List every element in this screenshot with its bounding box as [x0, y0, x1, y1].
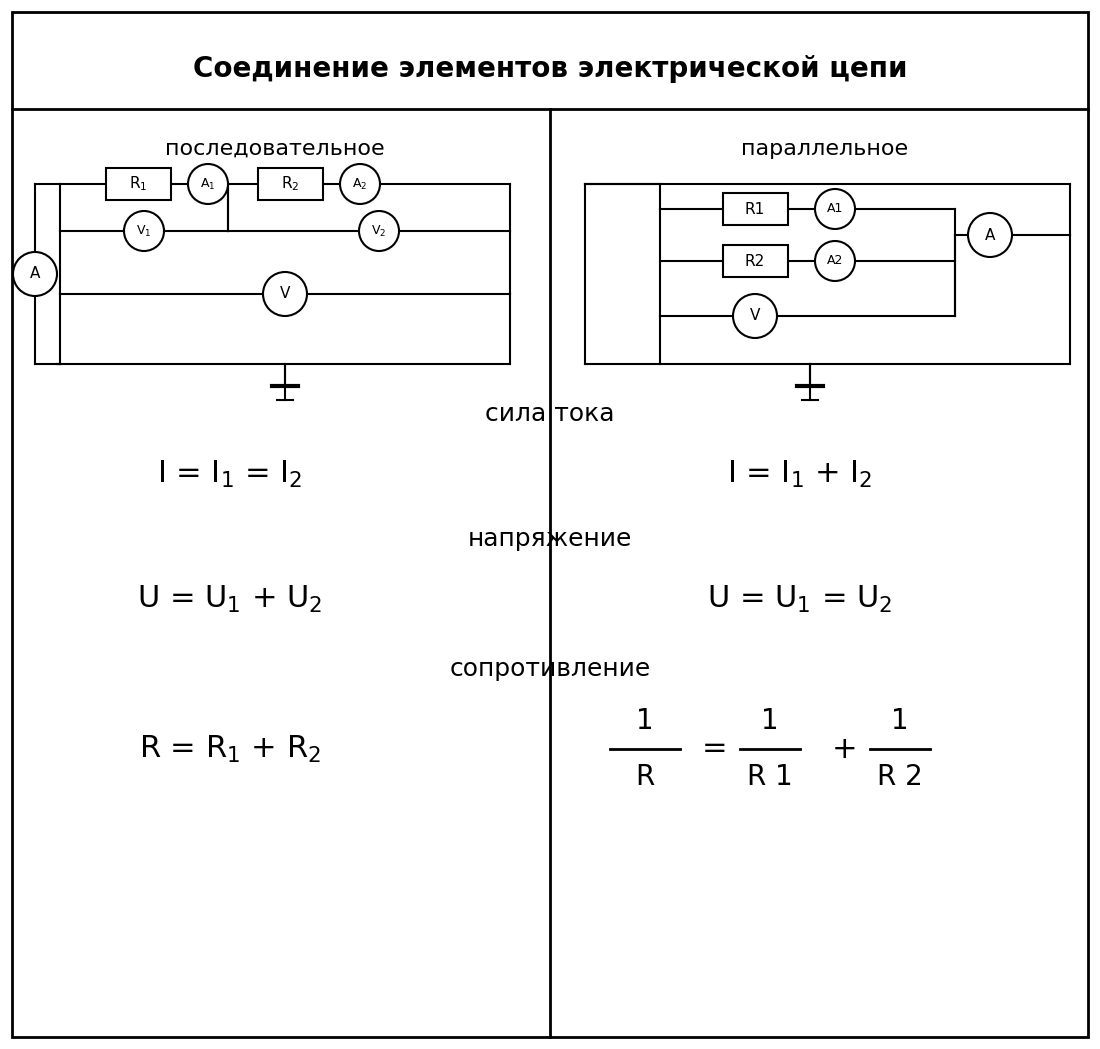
Text: V: V: [279, 286, 290, 301]
Bar: [257, 168, 322, 200]
Text: V$_2$: V$_2$: [372, 223, 386, 238]
Text: A2: A2: [827, 255, 844, 267]
Circle shape: [815, 189, 855, 229]
Text: сопротивление: сопротивление: [450, 657, 650, 681]
Bar: [723, 245, 788, 277]
Text: R 1: R 1: [747, 763, 793, 791]
Bar: [723, 193, 788, 224]
Text: A$_1$: A$_1$: [200, 176, 216, 192]
Text: R2: R2: [745, 254, 766, 269]
Bar: [106, 168, 170, 200]
Circle shape: [815, 241, 855, 281]
Text: R = R$_1$ + R$_2$: R = R$_1$ + R$_2$: [139, 733, 321, 765]
Text: U = U$_1$ + U$_2$: U = U$_1$ + U$_2$: [138, 583, 322, 615]
Text: R 2: R 2: [877, 763, 923, 791]
Circle shape: [13, 252, 57, 296]
Circle shape: [340, 164, 379, 204]
Text: A: A: [984, 228, 996, 242]
Text: A$_2$: A$_2$: [352, 176, 367, 192]
Text: A: A: [30, 266, 41, 281]
Text: R1: R1: [745, 201, 766, 216]
Text: +: +: [833, 734, 858, 764]
Text: R: R: [636, 763, 654, 791]
Text: U = U$_1$ = U$_2$: U = U$_1$ = U$_2$: [707, 583, 893, 615]
Circle shape: [124, 211, 164, 251]
Text: параллельное: параллельное: [741, 140, 909, 159]
Circle shape: [733, 294, 777, 338]
Text: напряжение: напряжение: [468, 527, 632, 551]
Text: R$_2$: R$_2$: [280, 174, 299, 193]
Text: V: V: [750, 308, 760, 323]
Text: 1: 1: [761, 707, 779, 735]
Circle shape: [188, 164, 228, 204]
Text: I = I$_1$ = I$_2$: I = I$_1$ = I$_2$: [157, 458, 302, 490]
Text: =: =: [702, 734, 728, 764]
Circle shape: [263, 272, 307, 316]
Text: A1: A1: [827, 202, 844, 215]
Circle shape: [359, 211, 399, 251]
Text: последовательное: последовательное: [165, 140, 385, 159]
Text: сила тока: сила тока: [485, 402, 615, 426]
Text: 1: 1: [891, 707, 909, 735]
Circle shape: [968, 213, 1012, 257]
Text: V$_1$: V$_1$: [136, 223, 152, 238]
Text: 1: 1: [636, 707, 653, 735]
Text: I = I$_1$ + I$_2$: I = I$_1$ + I$_2$: [727, 458, 872, 490]
Text: Соединение элементов электрической цепи: Соединение элементов электрической цепи: [192, 55, 907, 83]
Text: R$_1$: R$_1$: [129, 174, 147, 193]
